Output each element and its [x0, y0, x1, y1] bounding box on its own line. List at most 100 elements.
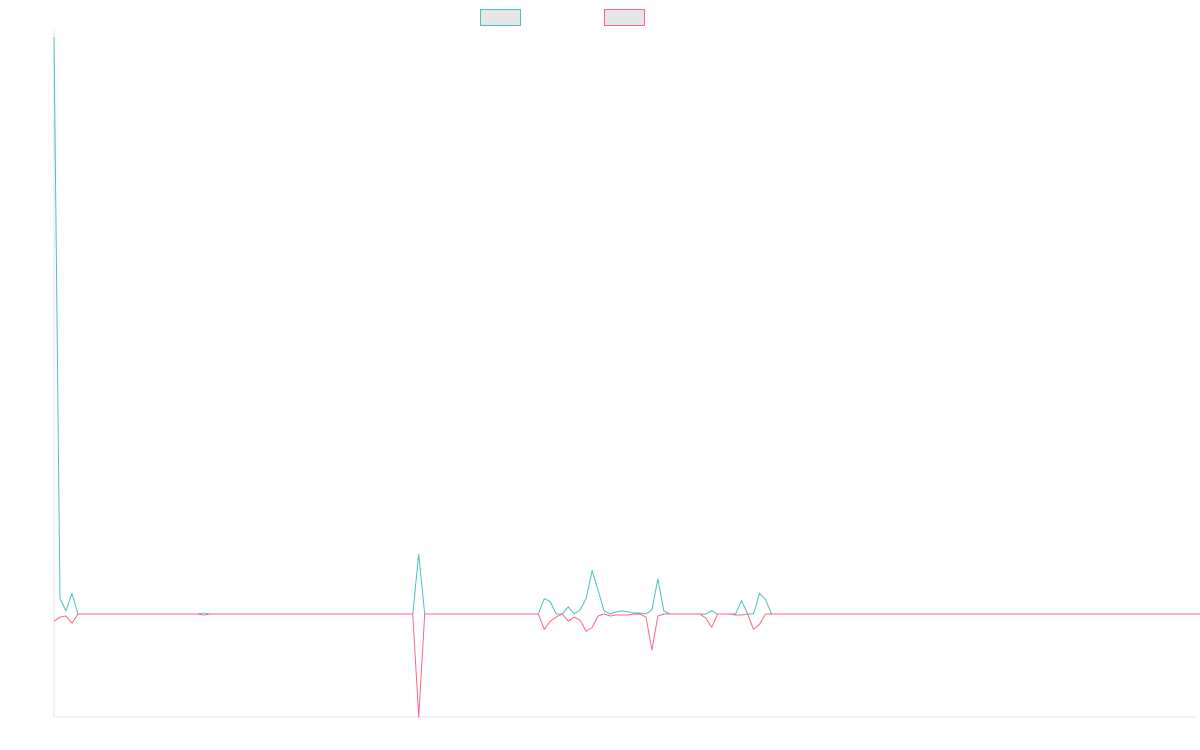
- data-point[interactable]: [529, 611, 535, 617]
- data-point[interactable]: [870, 611, 876, 617]
- data-point[interactable]: [511, 611, 517, 617]
- data-point[interactable]: [159, 611, 165, 617]
- data-point[interactable]: [810, 611, 816, 617]
- data-point[interactable]: [553, 614, 559, 620]
- data-point[interactable]: [894, 611, 900, 617]
- data-point[interactable]: [565, 618, 571, 624]
- data-point[interactable]: [649, 607, 655, 613]
- data-point[interactable]: [284, 611, 290, 617]
- data-point[interactable]: [517, 611, 523, 617]
- data-point[interactable]: [1121, 611, 1127, 617]
- chart-legend[interactable]: [480, 9, 645, 26]
- data-point[interactable]: [200, 612, 206, 618]
- data-point[interactable]: [452, 611, 458, 617]
- data-point[interactable]: [69, 620, 75, 626]
- data-point[interactable]: [882, 611, 888, 617]
- data-point[interactable]: [858, 611, 864, 617]
- data-point[interactable]: [763, 597, 769, 603]
- data-point[interactable]: [1187, 611, 1193, 617]
- data-point[interactable]: [739, 598, 745, 604]
- data-point[interactable]: [314, 611, 320, 617]
- data-point[interactable]: [338, 611, 344, 617]
- data-point[interactable]: [960, 611, 966, 617]
- data-point[interactable]: [493, 611, 499, 617]
- data-point[interactable]: [930, 611, 936, 617]
- data-point[interactable]: [816, 611, 822, 617]
- data-point[interactable]: [733, 612, 739, 618]
- data-point[interactable]: [1020, 611, 1026, 617]
- data-point[interactable]: [374, 611, 380, 617]
- data-point[interactable]: [691, 611, 697, 617]
- data-point[interactable]: [171, 611, 177, 617]
- data-point[interactable]: [464, 611, 470, 617]
- data-point[interactable]: [559, 611, 565, 617]
- data-point[interactable]: [828, 611, 834, 617]
- data-point[interactable]: [948, 611, 954, 617]
- data-point[interactable]: [1103, 611, 1109, 617]
- data-point[interactable]: [111, 611, 117, 617]
- data-point[interactable]: [655, 613, 661, 619]
- data-point[interactable]: [93, 611, 99, 617]
- data-point[interactable]: [308, 611, 314, 617]
- data-point[interactable]: [679, 611, 685, 617]
- data-point[interactable]: [619, 612, 625, 618]
- data-point[interactable]: [667, 611, 673, 617]
- data-point[interactable]: [446, 611, 452, 617]
- data-point[interactable]: [1115, 611, 1121, 617]
- data-point[interactable]: [242, 611, 248, 617]
- data-point[interactable]: [189, 611, 195, 617]
- data-point[interactable]: [195, 611, 201, 617]
- data-point[interactable]: [541, 626, 547, 632]
- data-point[interactable]: [589, 568, 595, 574]
- data-point[interactable]: [751, 611, 757, 617]
- data-point[interactable]: [685, 611, 691, 617]
- data-point[interactable]: [774, 611, 780, 617]
- data-point[interactable]: [302, 611, 308, 617]
- data-point[interactable]: [709, 608, 715, 614]
- data-point[interactable]: [1079, 611, 1085, 617]
- data-point[interactable]: [876, 611, 882, 617]
- data-point[interactable]: [296, 611, 302, 617]
- data-point[interactable]: [416, 551, 422, 557]
- data-point[interactable]: [601, 611, 607, 617]
- data-point[interactable]: [661, 611, 667, 617]
- data-point[interactable]: [392, 611, 398, 617]
- data-point[interactable]: [57, 596, 63, 602]
- data-point[interactable]: [212, 611, 218, 617]
- data-point[interactable]: [1097, 611, 1103, 617]
- data-point[interactable]: [368, 611, 374, 617]
- data-point[interactable]: [254, 611, 260, 617]
- data-point[interactable]: [607, 613, 613, 619]
- data-point[interactable]: [153, 611, 159, 617]
- data-point[interactable]: [1169, 611, 1175, 617]
- data-point[interactable]: [583, 596, 589, 602]
- data-point[interactable]: [786, 611, 792, 617]
- data-point[interactable]: [637, 611, 643, 617]
- data-point[interactable]: [846, 611, 852, 617]
- data-point[interactable]: [1073, 611, 1079, 617]
- data-point[interactable]: [183, 611, 189, 617]
- data-point[interactable]: [416, 714, 422, 720]
- data-point[interactable]: [1127, 611, 1133, 617]
- data-point[interactable]: [972, 611, 978, 617]
- data-point[interactable]: [1145, 611, 1151, 617]
- data-point[interactable]: [63, 608, 69, 614]
- data-point[interactable]: [57, 614, 63, 620]
- data-point[interactable]: [792, 611, 798, 617]
- data-point[interactable]: [547, 618, 553, 624]
- data-point[interactable]: [470, 611, 476, 617]
- data-point[interactable]: [577, 607, 583, 613]
- data-point[interactable]: [715, 611, 721, 617]
- data-point[interactable]: [1014, 611, 1020, 617]
- data-point[interactable]: [547, 599, 553, 605]
- data-point[interactable]: [1032, 611, 1038, 617]
- data-point[interactable]: [344, 611, 350, 617]
- data-point[interactable]: [51, 34, 57, 40]
- data-point[interactable]: [613, 612, 619, 618]
- data-point[interactable]: [840, 611, 846, 617]
- data-point[interactable]: [99, 611, 105, 617]
- data-point[interactable]: [165, 611, 171, 617]
- data-point[interactable]: [763, 611, 769, 617]
- data-point[interactable]: [643, 614, 649, 620]
- data-point[interactable]: [123, 611, 129, 617]
